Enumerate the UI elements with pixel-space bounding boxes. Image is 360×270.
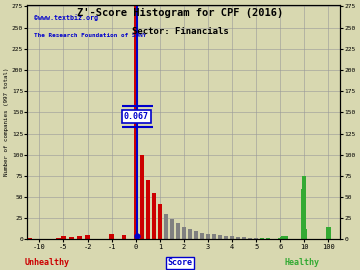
Bar [134, 6, 138, 239]
Text: The Research Foundation of SUNY: The Research Foundation of SUNY [33, 33, 146, 38]
Text: 0.067: 0.067 [123, 112, 149, 121]
Bar [301, 189, 305, 239]
Bar [281, 236, 285, 239]
Bar [206, 234, 210, 239]
Bar [158, 204, 162, 239]
Bar [236, 237, 240, 239]
Bar [260, 238, 264, 239]
Bar [242, 237, 246, 239]
Bar [182, 227, 186, 239]
Bar [302, 176, 306, 239]
Text: Sector: Financials: Sector: Financials [132, 27, 228, 36]
Bar [283, 236, 287, 239]
Bar [77, 236, 82, 239]
Bar [170, 219, 174, 239]
Bar [57, 238, 61, 239]
Text: Score: Score [167, 258, 193, 267]
Bar [218, 235, 222, 239]
Bar [28, 238, 32, 239]
Bar [69, 237, 74, 239]
Bar [145, 180, 150, 239]
Text: Healthy: Healthy [285, 258, 320, 267]
Bar [200, 233, 204, 239]
Bar [254, 238, 258, 239]
Bar [164, 214, 168, 239]
Bar [248, 238, 252, 239]
Bar [302, 229, 306, 239]
Bar [140, 155, 144, 239]
Bar [224, 236, 228, 239]
Bar [85, 235, 90, 239]
Bar [280, 237, 284, 239]
Text: Z'-Score Histogram for CPF (2016): Z'-Score Histogram for CPF (2016) [77, 8, 283, 18]
Text: Unhealthy: Unhealthy [24, 258, 69, 267]
Bar [278, 238, 282, 239]
Bar [176, 223, 180, 239]
Bar [188, 229, 192, 239]
Bar [61, 236, 66, 239]
Bar [212, 234, 216, 239]
Y-axis label: Number of companies (997 total): Number of companies (997 total) [4, 68, 9, 176]
Bar [230, 236, 234, 239]
Bar [152, 193, 156, 239]
Bar [194, 231, 198, 239]
Bar [122, 235, 126, 239]
Bar [266, 238, 270, 239]
Bar [284, 236, 288, 239]
Bar [326, 227, 330, 239]
Text: ©www.textbiz.org: ©www.textbiz.org [33, 14, 98, 21]
Bar [109, 234, 114, 239]
